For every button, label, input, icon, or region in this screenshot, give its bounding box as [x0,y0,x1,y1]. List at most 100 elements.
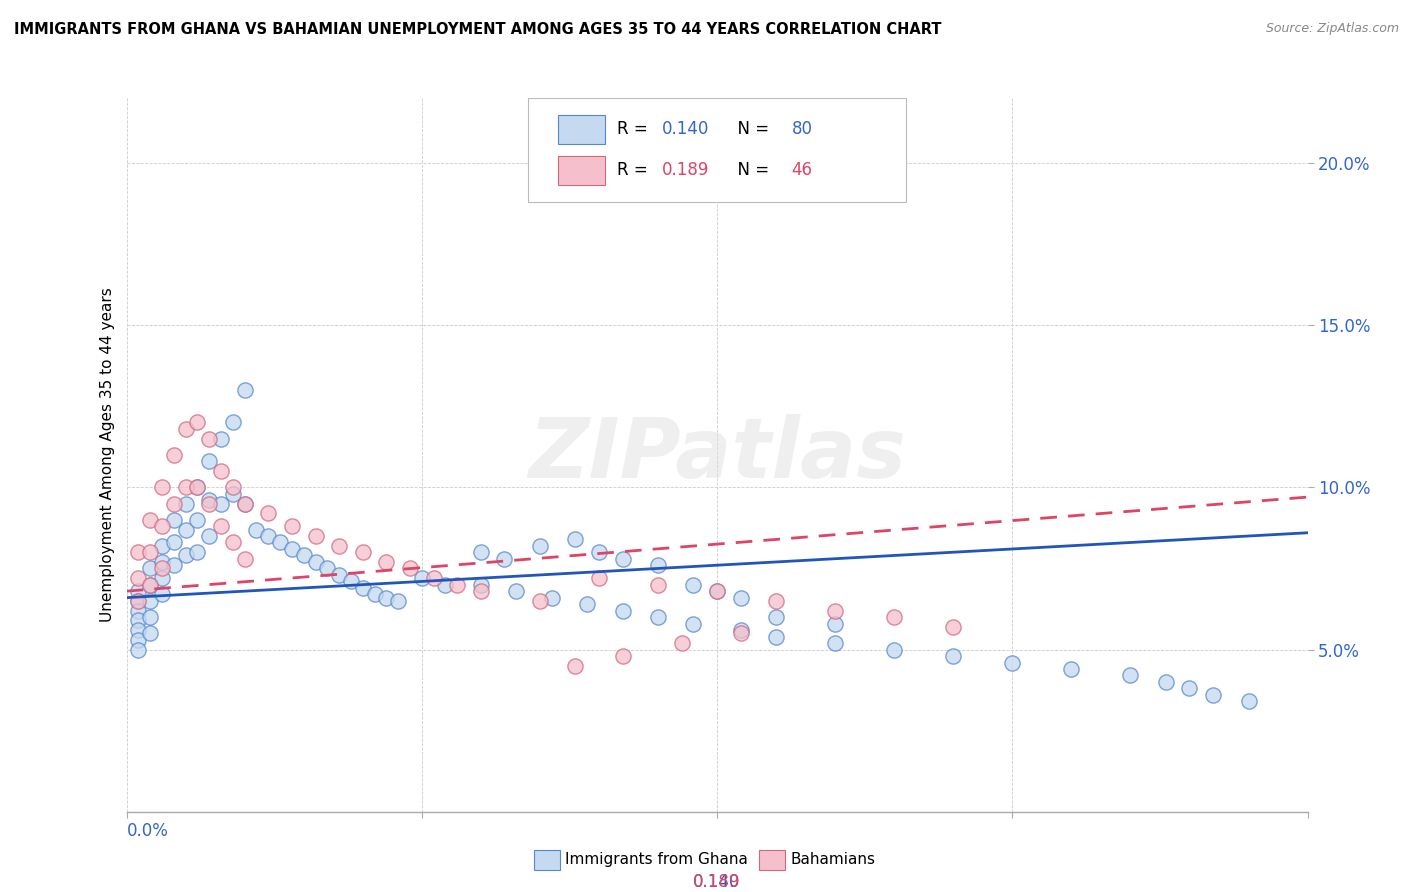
Point [209,519,232,533]
Point [281,541,304,556]
Point [765,594,787,608]
Point [434,577,457,591]
Point [174,497,197,511]
Point [127,613,149,627]
Point [352,581,374,595]
Point [150,555,173,569]
Point [186,480,208,494]
Point [647,610,669,624]
Point [529,594,551,608]
Point [222,416,245,430]
Point [1119,668,1142,682]
Point [316,561,339,575]
Point [269,535,291,549]
Point [304,529,326,543]
Point [139,577,162,591]
Text: 0.0%: 0.0% [127,822,169,840]
Point [198,432,221,446]
Point [127,584,149,599]
Point [612,604,634,618]
Point [245,523,267,537]
Point [671,636,693,650]
Point [281,519,304,533]
Point [706,584,728,599]
Point [163,448,186,462]
Point [883,610,905,624]
Point [942,648,965,663]
Point [174,480,197,494]
Point [446,577,468,591]
Point [127,571,149,585]
Point [765,610,787,624]
Point [222,480,245,494]
Text: Bahamians: Bahamians [790,853,875,867]
Text: 0.140: 0.140 [693,873,740,891]
Point [1001,656,1024,670]
Text: 46: 46 [792,161,813,179]
Text: 80: 80 [792,120,813,138]
Point [150,539,173,553]
Point [564,658,586,673]
Point [340,574,363,589]
Point [198,454,221,468]
Point [304,555,326,569]
Point [706,584,728,599]
Point [375,555,398,569]
Point [730,591,752,605]
Text: ZIPatlas: ZIPatlas [529,415,905,495]
Point [150,561,173,575]
Point [186,513,208,527]
Point [127,642,149,657]
Text: R =: R = [617,161,652,179]
Point [174,523,197,537]
Point [588,545,610,559]
Point [186,416,208,430]
Point [1154,675,1177,690]
Point [233,551,256,566]
Point [730,626,752,640]
Point [257,529,280,543]
Point [470,545,492,559]
Point [209,432,232,446]
Text: Source: ZipAtlas.com: Source: ZipAtlas.com [1265,22,1399,36]
Point [564,533,586,547]
Point [494,551,516,566]
Point [139,577,162,591]
Text: Immigrants from Ghana: Immigrants from Ghana [565,853,748,867]
Point [824,604,846,618]
Point [186,480,208,494]
Point [1060,662,1083,676]
Text: N =: N = [727,120,773,138]
FancyBboxPatch shape [529,98,905,202]
Point [127,623,149,637]
Point [150,571,173,585]
Point [470,577,492,591]
Point [529,539,551,553]
Text: N =: N = [727,161,773,179]
Point [186,545,208,559]
Point [1178,681,1201,696]
Point [765,630,787,644]
Point [209,497,232,511]
Point [647,558,669,573]
Point [150,480,173,494]
Point [139,626,162,640]
Point [139,561,162,575]
Point [576,597,599,611]
Point [174,422,197,436]
Point [647,577,669,591]
Text: 0.140: 0.140 [662,120,709,138]
Point [883,642,905,657]
Point [257,506,280,520]
Point [363,587,385,601]
Point [328,568,350,582]
Point [612,648,634,663]
Point [682,577,704,591]
Point [127,594,149,608]
Point [163,535,186,549]
Point [328,539,350,553]
Point [824,636,846,650]
Point [174,549,197,563]
Point [682,616,704,631]
Point [1237,694,1260,708]
